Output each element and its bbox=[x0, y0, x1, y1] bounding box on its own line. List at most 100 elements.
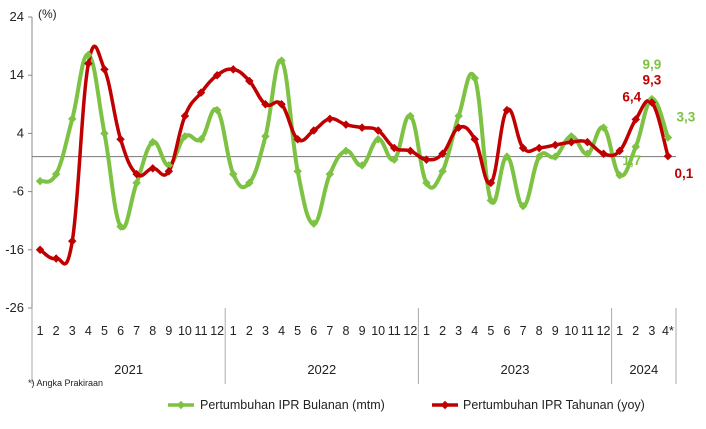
data-point-mtm bbox=[116, 222, 125, 231]
data-point-yoy bbox=[277, 100, 286, 109]
x-tick-label: 2 bbox=[439, 324, 446, 338]
x-tick-label: 1 bbox=[230, 324, 237, 338]
data-point-mtm bbox=[470, 73, 479, 83]
data-point-mtm bbox=[229, 169, 238, 179]
data-label: 9,3 bbox=[642, 73, 661, 88]
data-label: 6,4 bbox=[622, 89, 641, 104]
x-tick-label: 3 bbox=[455, 324, 462, 338]
data-point-mtm bbox=[390, 155, 399, 164]
x-tick-label: 9 bbox=[552, 324, 559, 338]
x-tick-label: 6 bbox=[117, 324, 124, 338]
x-tick-label: 2 bbox=[53, 324, 60, 338]
x-tick-label: 10 bbox=[178, 324, 192, 338]
x-tick-label: 8 bbox=[342, 324, 349, 338]
data-point-mtm bbox=[148, 137, 157, 147]
data-point-yoy bbox=[196, 88, 206, 97]
data-label: 1,7 bbox=[622, 153, 641, 168]
y-tick-label: -16 bbox=[5, 242, 24, 257]
data-point-mtm bbox=[277, 56, 286, 65]
data-point-mtm bbox=[325, 169, 335, 179]
data-point-mtm bbox=[84, 50, 93, 60]
x-tick-label: 9 bbox=[359, 324, 366, 338]
data-point-yoy bbox=[454, 123, 463, 132]
data-point-yoy bbox=[293, 134, 302, 144]
y-tick-label: -6 bbox=[12, 184, 24, 199]
x-tick-label: 3 bbox=[69, 324, 76, 338]
x-tick-label: 1 bbox=[423, 324, 430, 338]
x-tick-label: 4* bbox=[662, 324, 674, 338]
x-tick-label: 4 bbox=[471, 324, 478, 338]
data-label: 3,3 bbox=[677, 109, 696, 124]
data-point-mtm bbox=[68, 114, 77, 124]
data-point-yoy bbox=[212, 70, 222, 80]
data-point-yoy bbox=[534, 143, 544, 153]
x-tick-label: 8 bbox=[149, 324, 156, 338]
x-tick-label: 5 bbox=[487, 324, 494, 338]
data-point-mtm bbox=[35, 176, 45, 186]
x-tick-label: 12 bbox=[597, 324, 611, 338]
unit-label: (%) bbox=[38, 7, 57, 21]
data-point-yoy bbox=[325, 114, 335, 124]
y-tick-labels: 24 14 4 -6 -16 -26 bbox=[5, 9, 24, 315]
x-tick-label: 4 bbox=[85, 324, 92, 338]
data-point-mtm bbox=[180, 132, 190, 141]
x-tick-label: 10 bbox=[371, 324, 385, 338]
data-point-mtm bbox=[51, 169, 61, 179]
data-point-yoy bbox=[663, 151, 673, 161]
data-point-yoy bbox=[35, 245, 45, 255]
data-point-yoy bbox=[341, 120, 351, 129]
data-point-mtm bbox=[341, 146, 351, 156]
x-tick-label: 7 bbox=[520, 324, 527, 338]
x-tick-label: 3 bbox=[262, 324, 269, 338]
data-point-yoy bbox=[245, 76, 254, 86]
data-point-mtm bbox=[357, 161, 367, 170]
data-point-mtm bbox=[373, 134, 383, 144]
y-tick-label: 4 bbox=[17, 125, 24, 140]
year-label: 2024 bbox=[629, 362, 658, 377]
data-point-yoy bbox=[148, 164, 157, 173]
x-tick-label: 7 bbox=[326, 324, 333, 338]
data-point-mtm bbox=[100, 129, 109, 138]
data-point-mtm bbox=[438, 166, 447, 176]
data-label: 9,9 bbox=[642, 57, 661, 72]
year-label: 2021 bbox=[114, 362, 143, 377]
legend-label: Pertumbuhan IPR Tahunan (yoy) bbox=[463, 398, 645, 412]
data-point-mtm bbox=[406, 111, 415, 121]
data-point-mtm bbox=[245, 178, 254, 188]
x-tick-label: 11 bbox=[581, 324, 594, 338]
data-point-mtm bbox=[132, 178, 141, 188]
footnote: *) Angka Prakiraan bbox=[28, 378, 103, 388]
x-tick-label: 6 bbox=[503, 324, 510, 338]
y-tick-label: -26 bbox=[5, 300, 24, 315]
x-tick-label: 5 bbox=[101, 324, 108, 338]
data-label: 0,1 bbox=[675, 166, 694, 181]
data-point-yoy bbox=[502, 105, 512, 115]
data-point-yoy bbox=[132, 169, 141, 179]
x-tick-labels: 1 2 3 4 5 6 7 8 9 10 11 12 1 2 3 4 5 6 7 8 9 10 11 12 1 2 3 4 5 6 7 8 9 1… bbox=[37, 324, 674, 338]
x-tick-label: 4 bbox=[278, 324, 285, 338]
x-tick-label: 11 bbox=[388, 324, 401, 338]
year-labels: 2021 2022 2023 2024 bbox=[114, 362, 658, 377]
y-tick-label: 14 bbox=[10, 67, 24, 82]
data-point-yoy bbox=[438, 149, 447, 159]
data-point-yoy bbox=[422, 155, 431, 164]
legend: Pertumbuhan IPR Bulanan (mtm) Pertumbuhan… bbox=[168, 398, 645, 412]
year-label: 2022 bbox=[307, 362, 336, 377]
data-point-yoy bbox=[68, 236, 77, 246]
x-tick-label: 1 bbox=[37, 324, 44, 338]
data-point-yoy bbox=[180, 111, 190, 121]
data-point-yoy bbox=[486, 178, 496, 188]
data-point-yoy bbox=[164, 166, 174, 176]
data-point-mtm bbox=[293, 166, 302, 176]
data-point-mtm bbox=[309, 219, 318, 228]
x-tick-label: 2 bbox=[632, 324, 639, 338]
data-point-yoy bbox=[116, 134, 125, 144]
x-tick-label: 1 bbox=[616, 324, 623, 338]
x-tick-label: 8 bbox=[536, 324, 543, 338]
x-tick-label: 10 bbox=[564, 324, 578, 338]
legend-swatch-marker bbox=[440, 400, 450, 410]
x-tick-label: 11 bbox=[195, 324, 208, 338]
x-tick-label: 6 bbox=[310, 324, 317, 338]
data-point-mtm bbox=[212, 105, 222, 115]
